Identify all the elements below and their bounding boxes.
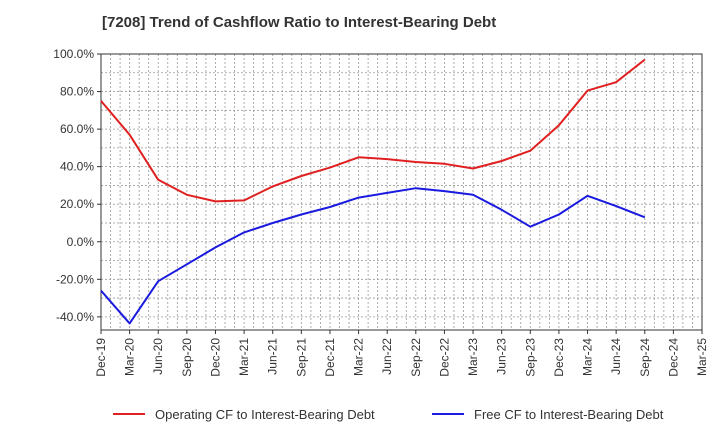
chart-title: [7208] Trend of Cashflow Ratio to Intere…: [102, 14, 497, 31]
legend-label: Free CF to Interest-Bearing Debt: [474, 407, 664, 422]
x-tick-label: Sep-23: [523, 338, 537, 377]
x-tick-label: Jun-23: [495, 338, 509, 375]
x-tick-label: Dec-23: [552, 338, 566, 377]
x-tick-label: Dec-22: [437, 338, 451, 377]
x-tick-label: Mar-23: [466, 338, 480, 376]
x-tick-label: Mar-21: [237, 338, 251, 376]
y-tick-label: -20.0%: [56, 272, 94, 286]
x-tick-label: Mar-20: [123, 338, 137, 376]
y-tick-label: 0.0%: [67, 235, 95, 249]
grid-lines: [100, 53, 703, 330]
x-tick-label: Mar-24: [581, 338, 595, 376]
plot-area: [100, 53, 703, 331]
operating-cf-line: [100, 58, 646, 203]
y-tick-label: -40.0%: [56, 310, 94, 324]
x-tick-label: Jun-22: [380, 338, 394, 375]
y-tick-label: 20.0%: [60, 197, 94, 211]
y-tick-label: 60.0%: [60, 122, 94, 136]
y-tick-label: 80.0%: [60, 85, 94, 99]
x-tick-label: Dec-21: [323, 338, 337, 377]
y-axis-ticks: 100.0% 80.0% 60.0% 40.0% 20.0% 0.0% -20.0% -40.…: [53, 47, 101, 324]
y-tick-label: 100.0%: [53, 47, 94, 61]
x-tick-label: Sep-24: [638, 338, 652, 377]
free-cf-line: [100, 187, 646, 325]
x-tick-label: Jun-20: [151, 338, 165, 375]
x-tick-label: Dec-19: [94, 338, 108, 377]
x-tick-label: Dec-24: [666, 338, 680, 377]
x-tick-label: Sep-22: [409, 338, 423, 377]
x-tick-label: Jun-24: [609, 338, 623, 375]
x-tick-label: Jun-21: [266, 338, 280, 375]
y-tick-label: 40.0%: [60, 160, 94, 174]
x-tick-label: Dec-20: [208, 338, 222, 377]
x-tick-label: Sep-20: [180, 338, 194, 377]
x-tick-label: Sep-21: [294, 338, 308, 377]
legend: Operating CF to Interest-Bearing Debt Fre…: [113, 407, 664, 422]
x-tick-label: Mar-25: [695, 338, 709, 376]
series-lines: [100, 58, 646, 325]
x-axis-ticks: Dec-19 Mar-20 Jun-20 Sep-20 Dec-20 Mar-21 Jun-…: [94, 330, 709, 377]
legend-label: Operating CF to Interest-Bearing Debt: [155, 407, 375, 422]
x-tick-label: Mar-22: [352, 338, 366, 376]
